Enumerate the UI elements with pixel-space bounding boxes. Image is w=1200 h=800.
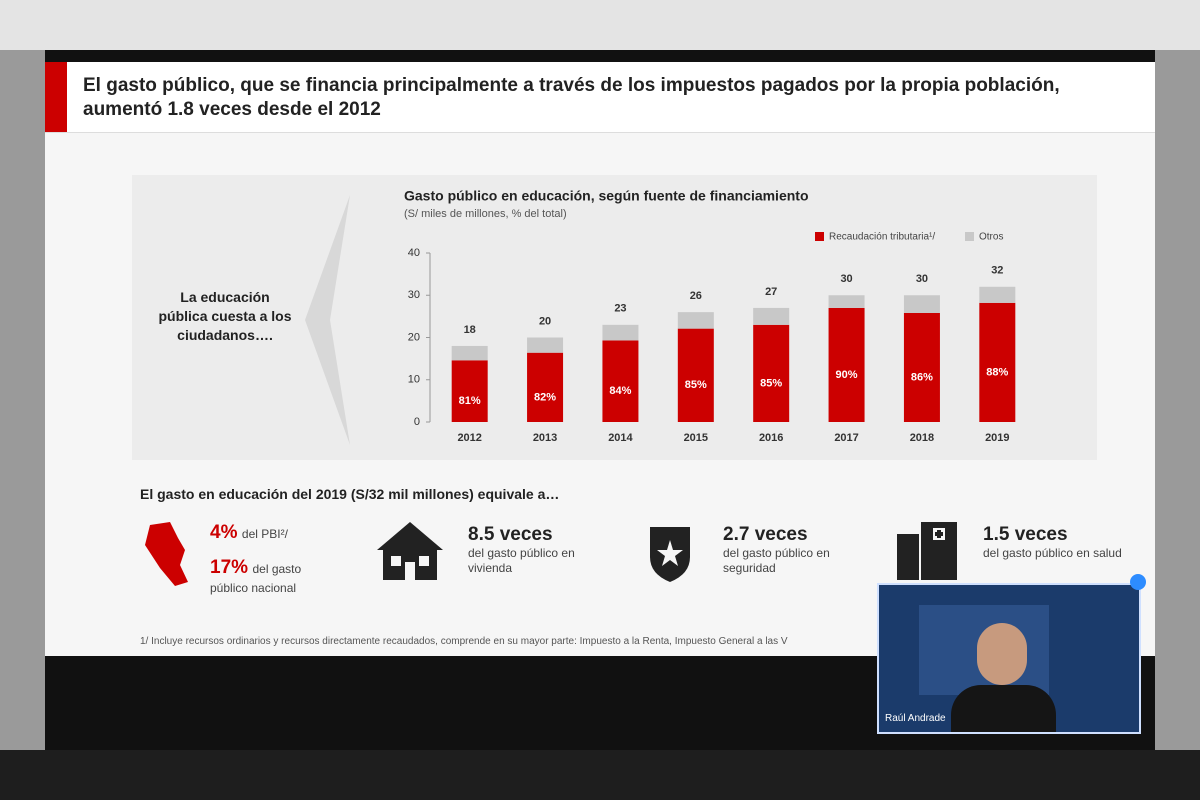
bar-segment — [979, 286, 1016, 303]
stat-value: 1.5 veces — [983, 524, 1068, 545]
y-tick-label: 40 — [408, 247, 420, 259]
side-text: La educación pública cuesta a los ciudad… — [158, 289, 292, 343]
bar-segment — [602, 340, 639, 422]
total-label: 26 — [690, 290, 702, 302]
percent-label: 84% — [609, 385, 631, 397]
footnote: 1/ Incluye recursos ordinarios y recurso… — [140, 636, 788, 647]
total-label: 30 — [840, 273, 852, 285]
title-bar — [45, 62, 1155, 133]
stat-item: 17% del gasto público nacional — [210, 557, 340, 597]
stat-value: 8.5 veces — [468, 524, 553, 545]
stat-text: del gasto público en vivienda — [468, 546, 575, 575]
bar-segment — [602, 324, 639, 341]
total-label: 30 — [916, 273, 928, 285]
stat-value: 2.7 veces — [723, 524, 808, 545]
bar-segment — [903, 295, 940, 313]
chart-title: Gasto público en educación, según fuente… — [404, 188, 809, 204]
stat-text: del gasto público en seguridad — [723, 546, 830, 575]
total-label: 18 — [464, 324, 476, 336]
y-tick-label: 30 — [408, 289, 420, 301]
hospital-icon — [897, 522, 957, 580]
stat-value: 17% — [210, 557, 249, 578]
bar-segment — [979, 302, 1016, 422]
badge-icon — [650, 527, 690, 582]
percent-label: 86% — [911, 371, 933, 383]
house-icon — [377, 522, 443, 580]
bar-segment — [677, 328, 714, 422]
percent-label: 82% — [534, 391, 556, 403]
peru-map-icon — [145, 522, 188, 586]
total-label: 27 — [765, 286, 777, 298]
chart-subtitle: (S/ miles de millones, % del total) — [404, 208, 567, 220]
stat-text: del gasto público nacional — [210, 562, 302, 595]
x-tick-label: 2014 — [608, 432, 633, 444]
stat-item: 2.7 veces del gasto público en seguridad — [723, 524, 863, 576]
bar-segment — [451, 345, 488, 361]
total-label: 20 — [539, 315, 551, 327]
chevron — [305, 195, 350, 445]
percent-label: 81% — [459, 395, 481, 407]
x-tick-label: 2019 — [985, 432, 1009, 444]
stat-item: 4% del PBI²/ — [210, 522, 288, 544]
slide: El gasto público, que se financia princi… — [45, 50, 1155, 750]
legend-label: Otros — [979, 232, 1003, 243]
bar-segment — [527, 352, 564, 422]
participant-name: Raúl Andrade — [885, 713, 946, 724]
video-tile: Raúl Andrade — [877, 583, 1141, 734]
percent-label: 90% — [836, 369, 858, 381]
equivalence-heading: El gasto en educación del 2019 (S/32 mil… — [140, 486, 560, 502]
chart: Gasto público en educación, según fuente… — [404, 188, 1016, 444]
total-label: 32 — [991, 265, 1003, 277]
total-label: 23 — [614, 303, 626, 315]
x-tick-label: 2012 — [457, 432, 481, 444]
bar-segment — [677, 312, 714, 329]
bar-segment — [527, 337, 564, 353]
y-tick-label: 0 — [414, 416, 420, 428]
y-tick-label: 20 — [408, 331, 420, 343]
bar-segment — [903, 312, 940, 422]
legend-label: Recaudación tributaria¹/ — [829, 232, 935, 243]
x-tick-label: 2017 — [834, 432, 858, 444]
stat-text: del PBI²/ — [241, 527, 288, 541]
percent-label: 88% — [986, 366, 1008, 378]
bar-segment — [753, 307, 790, 325]
stat-item: 1.5 veces del gasto público en salud — [983, 524, 1123, 561]
legend-swatch — [815, 232, 824, 241]
video-options[interactable] — [1130, 574, 1146, 590]
x-tick-label: 2018 — [910, 432, 934, 444]
stat-value: 4% — [210, 522, 238, 543]
y-tick-label: 10 — [408, 374, 420, 386]
video-body — [951, 685, 1056, 732]
blurred-background — [0, 750, 1200, 800]
bar-segment — [828, 295, 865, 308]
title-accent — [45, 62, 67, 132]
slide-top-bar — [45, 50, 1155, 62]
stat-item: 8.5 veces del gasto público en vivienda — [468, 524, 608, 576]
legend-swatch — [965, 232, 974, 241]
bar-segment — [451, 360, 488, 422]
blurred-background — [0, 0, 1200, 50]
x-tick-label: 2016 — [759, 432, 783, 444]
percent-label: 85% — [760, 377, 782, 389]
video-face — [977, 623, 1027, 685]
bar-segment — [753, 324, 790, 422]
percent-label: 85% — [685, 379, 707, 391]
x-tick-label: 2013 — [533, 432, 557, 444]
slide-title: El gasto público, que se financia princi… — [83, 75, 1060, 120]
bar-segment — [828, 307, 865, 422]
x-tick-label: 2015 — [684, 432, 708, 444]
stat-text: del gasto público en salud — [983, 546, 1122, 560]
